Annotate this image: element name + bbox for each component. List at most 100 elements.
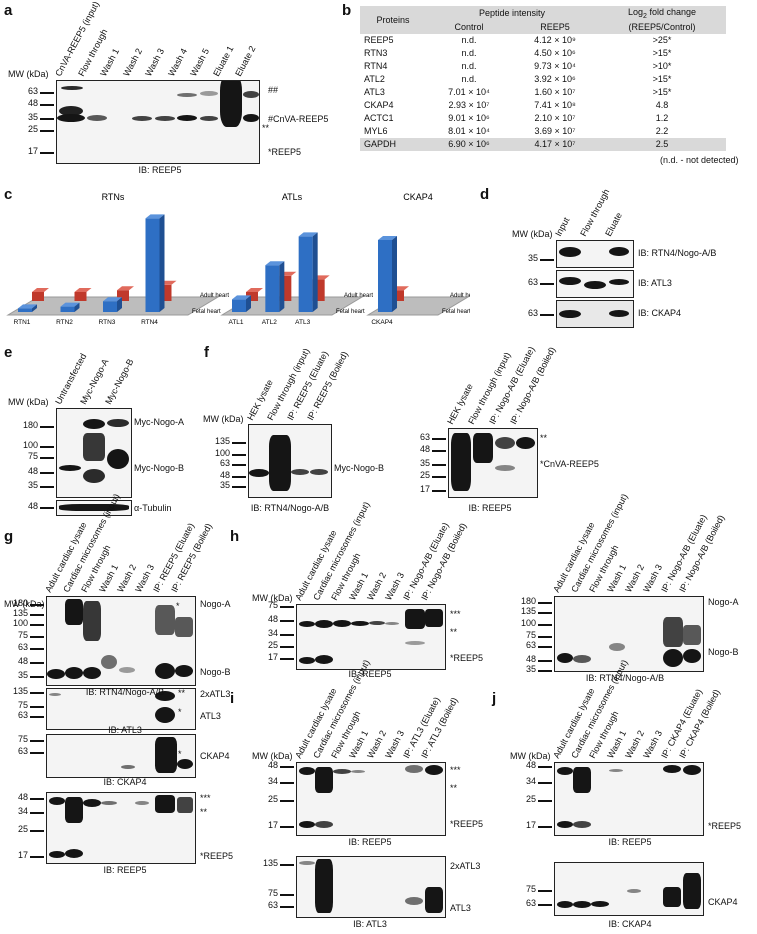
table-header-log2: Log2 fold change — [628, 7, 696, 20]
panel-h-right-ib: IB: RTN4/Nogo-A/B — [585, 673, 665, 683]
panel-c-bar-fetal-side-1-2 — [312, 232, 318, 312]
panel-h-left-marker-4: 17 — [267, 652, 278, 662]
panel-h-letter: h — [230, 528, 240, 545]
panel-d-marker-tick-0 — [540, 259, 554, 261]
panel-e-label-1: Myc-Nogo-A — [134, 417, 185, 427]
table-cell: 6.90 × 10⁶ — [448, 139, 490, 150]
panel-c-fetal-label-0: Fetal heart — [192, 309, 221, 315]
panel-e-marker-tick-3 — [40, 472, 54, 474]
panel-a-lane-7: Eluate 1 — [210, 44, 236, 78]
panel-d-blot-3 — [556, 300, 634, 328]
panel-c-bar-fetal-0-0 — [18, 308, 32, 312]
panel-c-chart: RTNs RTN1 RTN2 RTN3 RTN4 Adult heart Fetal hea… — [6, 192, 470, 326]
panel-e-marker-3: 48 — [27, 466, 38, 476]
panel-a-lane-2: Wash 1 — [98, 46, 122, 78]
panel-h-left-blot — [296, 604, 446, 670]
panel-j-blot-1 — [554, 762, 704, 836]
table-cell: n.d. — [461, 48, 477, 59]
panel-h-right-marker-3: 75 — [525, 630, 536, 640]
panel-h-right-marker-0: 180 — [520, 596, 536, 606]
panel-h-left-ib: IB: REEP5 — [348, 669, 392, 679]
panel-d-mw-title: MW (kDa) — [512, 229, 553, 239]
panel-i-b2-marker-tick-0 — [280, 864, 294, 866]
panel-j-b1-marker-3: 17 — [525, 820, 536, 830]
panel-h-left-marker-2: 34 — [267, 628, 278, 638]
table-cell: 4.50 × 10⁶ — [534, 48, 576, 59]
panel-a-marker-tick-4 — [40, 152, 54, 154]
panel-e-marker-tick-5 — [40, 507, 54, 509]
table-cell: ACTC1 — [364, 113, 394, 124]
panel-j-letter: j — [492, 690, 497, 707]
panel-c-bar-adult-0-1 — [74, 292, 87, 301]
panel-c-bar-fetal-top-0-1 — [60, 302, 80, 307]
panel-h-left-2star: ** — [450, 627, 458, 637]
panel-g-b1-marker-tick-5 — [30, 662, 44, 664]
panel-d-marker-tick-2 — [540, 314, 554, 316]
panel-d-marker-2: 63 — [527, 308, 538, 318]
panel-i-b2-marker-tick-2 — [280, 906, 294, 908]
table-cell: 1.60 × 10⁷ — [534, 87, 576, 98]
panel-e-marker-tick-2 — [40, 457, 54, 459]
panel-g-star-2: ** — [178, 688, 186, 698]
table-cell: 9.73 × 10⁴ — [534, 61, 576, 72]
table-cell: 4.12 × 10⁹ — [534, 35, 576, 46]
table-cell: n.d. — [461, 61, 477, 72]
table-cell: 8.01 × 10⁴ — [448, 126, 490, 137]
panel-c-bar-fetal-top-0-3 — [145, 214, 165, 219]
panel-h-right-marker-tick-1 — [538, 612, 552, 614]
panel-f-left-marker-tick-1 — [232, 454, 246, 456]
panel-e-letter: e — [4, 344, 13, 361]
panel-g-blot-2 — [46, 688, 196, 730]
panel-a-lane-4: Wash 3 — [143, 46, 167, 78]
panel-g-ib-1: IB: RTN4/Nogo-A/B — [85, 687, 165, 697]
panel-g-b1-marker-1: 135 — [12, 608, 28, 618]
panel-c-bar-fetal-1-0 — [232, 299, 246, 312]
panel-c-bar-fetal-2-0 — [378, 240, 392, 312]
panel-g-b1-marker-4: 63 — [17, 642, 28, 652]
panel-f-left-marker-2: 63 — [219, 458, 230, 468]
panel-c-letter: c — [4, 186, 13, 203]
panel-c-cat-0-1: RTN2 — [56, 319, 73, 326]
panel-i-b2-marker-tick-1 — [280, 894, 294, 896]
panel-e-blot-1 — [56, 408, 132, 498]
panel-a-lane-6: Wash 5 — [188, 46, 212, 78]
panel-i-reep5: *REEP5 — [450, 819, 484, 829]
panel-i-b2-marker-0: 135 — [262, 858, 278, 868]
panel-a-marker-2: 35 — [27, 112, 38, 122]
panel-h-right-marker-tick-6 — [538, 670, 552, 672]
table-cell: 1.2 — [655, 113, 669, 124]
panel-c-adult-label-0: Adult heart — [200, 293, 229, 299]
panel-c-bar-fetal-side-1-0 — [246, 295, 251, 312]
panel-a-marker-1: 48 — [27, 98, 38, 108]
panel-e-marker-2: 75 — [27, 451, 38, 461]
panel-g-label-2star: ** — [200, 807, 208, 817]
panel-i-b2-marker-1: 75 — [267, 888, 278, 898]
panel-g-b4-marker-tick-1 — [30, 812, 44, 814]
panel-i-blot-1 — [296, 762, 446, 836]
panel-c-bar-adult-1-0 — [246, 292, 258, 301]
panel-e-marker-tick-4 — [40, 486, 54, 488]
panel-h-left-marker-1: 48 — [267, 614, 278, 624]
panel-d-blot-1 — [556, 240, 634, 268]
panel-f-left-marker-tick-0 — [232, 442, 246, 444]
panel-g-b1-marker-5: 48 — [17, 656, 28, 666]
table-row: MYL6 8.01 × 10⁴ 3.69 × 10⁷ 2.2 — [360, 125, 726, 138]
panel-i-blot-2 — [296, 856, 446, 918]
panel-a-anno-2: #CnVA-REEP5 — [268, 114, 329, 124]
table-cell: RTN3 — [364, 48, 388, 59]
panel-c-bar-fetal-top-2-0 — [378, 236, 397, 240]
panel-g-b4-marker-tick-0 — [30, 798, 44, 800]
table-cell: RTN4 — [364, 61, 388, 72]
panel-g-blot-1 — [46, 596, 196, 686]
panel-i-ib-1: IB: REEP5 — [348, 837, 392, 847]
panel-g-b4-marker-tick-3 — [30, 856, 44, 858]
panel-j-ib-2: IB: CKAP4 — [608, 919, 652, 929]
panel-c-bar-fetal-side-0-0 — [32, 304, 37, 312]
panel-j-b2-marker-tick-1 — [538, 904, 552, 906]
panel-i-atl3: ATL3 — [450, 903, 471, 913]
panel-f-left-marker-0: 135 — [214, 436, 230, 446]
panel-c-bar-fetal-top-0-0 — [18, 304, 37, 309]
panel-a-anno-4: *REEP5 — [268, 147, 302, 157]
panel-g-ib-3: IB: CKAP4 — [103, 777, 147, 787]
panel-g-b3-marker-1: 63 — [17, 746, 28, 756]
